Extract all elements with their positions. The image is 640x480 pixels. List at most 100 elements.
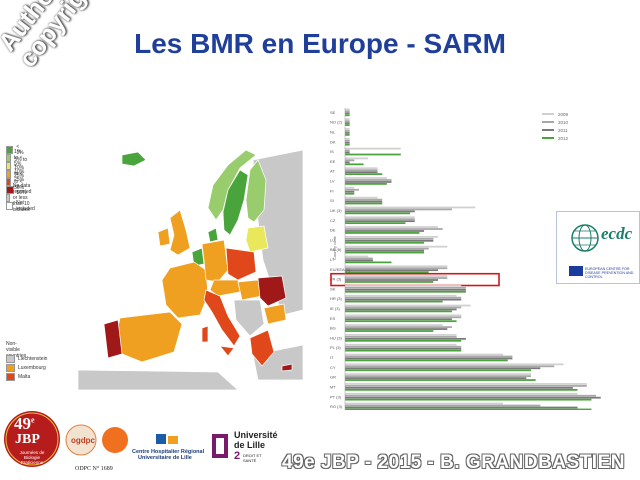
chart-bar (345, 394, 597, 397)
legend-item: < 1% (6, 144, 25, 156)
legend-item: 5% to < 10% (6, 157, 28, 175)
legend-item: ≥ 50% (6, 184, 28, 196)
chart-category-label: NL (330, 130, 336, 135)
map-uk (169, 209, 191, 256)
chart-bar (345, 161, 350, 164)
chart-legend-label: 2010 (558, 120, 569, 125)
map-norway (207, 149, 257, 221)
chart-bar (345, 206, 476, 209)
chart-bar (345, 271, 429, 274)
chart-bar (345, 118, 350, 121)
legend-swatch (6, 146, 14, 154)
chart-category-label: LU (330, 237, 335, 242)
chart-category-label: FR (3) (330, 277, 342, 282)
chart-category-label: RO (3) (330, 404, 343, 409)
jbp-sup: e (31, 415, 35, 425)
chart-bar (345, 183, 387, 185)
chart-bar (345, 385, 587, 387)
legend-label: < 1% (16, 144, 24, 156)
ogdpc-name: ogdpc (71, 436, 95, 445)
legend-swatch (6, 202, 14, 210)
chart-category-label: LT (330, 257, 335, 262)
chart-bar (345, 388, 578, 391)
mrsa-bar-chart: 2009 2010 2011 2012 SE NO (2) NL DK IS EE AT LV FI SI… (330, 108, 601, 410)
chart-bar (345, 326, 452, 328)
chart-bar (345, 396, 601, 399)
ecdc-caption: EUROPEAN CENTRE FOR DISEASE PREVENTION A… (585, 267, 634, 279)
chart-bar (345, 365, 555, 368)
chart-bar (345, 345, 462, 348)
chart-bar (345, 353, 504, 356)
chart-bar (345, 408, 592, 410)
chart-category-label: IE (3) (330, 306, 340, 311)
chart-bar (345, 328, 448, 330)
chart-bar (345, 112, 350, 115)
chart-category-label: LV (330, 179, 335, 184)
chart-legend-swatch (542, 121, 554, 123)
chart-bar (345, 347, 462, 350)
chart-bar (345, 316, 462, 319)
chart-bar (345, 188, 359, 191)
chart-category-label: DK (330, 139, 336, 144)
chart-legend-label: 2011 (558, 128, 568, 133)
map-sardinia (201, 325, 209, 343)
chart-bar (345, 339, 462, 342)
map-denmark (207, 227, 219, 243)
chart-legend-swatch (542, 137, 554, 139)
chart-bar (345, 196, 378, 199)
chart-bar (345, 398, 592, 401)
chart-category-label: DE (330, 228, 336, 233)
chart-bar (345, 177, 387, 179)
chru-line-2: Universitaire de Lille (138, 455, 192, 461)
chart-bar (345, 151, 350, 154)
chart-bar (345, 143, 350, 146)
chart-category-label: EE (330, 159, 336, 164)
univ-number: 2 (234, 450, 241, 462)
chart-category-label: PL (3) (330, 345, 341, 350)
legend-swatch (6, 154, 12, 162)
chart-bar (345, 198, 383, 201)
chart-category-label: ES (330, 316, 336, 321)
chart-category-label: IT (330, 355, 334, 360)
chart-bar (345, 404, 541, 407)
map-greece (249, 329, 275, 367)
chart-bar (345, 343, 457, 346)
chart-bar (345, 257, 373, 260)
chart-bar (345, 383, 587, 385)
legend-label: 10% to < 25% (14, 165, 25, 183)
chart-bar (345, 122, 350, 124)
chart-bar (345, 147, 401, 150)
non-visible-item: Malta (6, 373, 30, 381)
chart-bar (345, 128, 350, 130)
chart-bar (345, 367, 541, 370)
chart-category-label: AT (330, 169, 335, 174)
map-italy (203, 289, 241, 347)
legend-swatch (6, 355, 15, 363)
chart-bar (345, 235, 438, 238)
chart-bar (345, 114, 350, 117)
legend-swatch (6, 373, 15, 381)
legend-swatch (6, 178, 12, 186)
chart-bar (345, 277, 448, 279)
chart-bar (345, 359, 508, 362)
ecdc-wordmark: ecdc (601, 224, 633, 243)
non-visible-item: Luxembourg (6, 364, 46, 372)
chart-bar (345, 310, 452, 313)
legend-item: No data reported or less than 10 isolate… (6, 183, 37, 213)
jbp-number: 49 (14, 414, 31, 433)
chart-bar (345, 259, 373, 262)
chart-bar (345, 228, 443, 230)
legend-item: 1% to < 5% (6, 149, 25, 167)
jbp-sub: Journées de Biologie Praticienne (19, 450, 45, 465)
legend-item: 25% to < 50% (6, 173, 28, 191)
chart-bar (345, 363, 564, 366)
map-balkans (233, 299, 265, 337)
legend-swatch (6, 170, 12, 178)
chart-bar (345, 285, 462, 287)
chart-bar (345, 212, 411, 215)
chart-category-label: BG (330, 326, 336, 331)
non-visible-title: Non-visible countries (6, 341, 27, 359)
ecdc-logo: ecdc EUROPEAN CENTRE FOR DISEASE PREVENT… (556, 211, 640, 284)
map-portugal (103, 319, 123, 359)
chart-bar (345, 406, 578, 409)
